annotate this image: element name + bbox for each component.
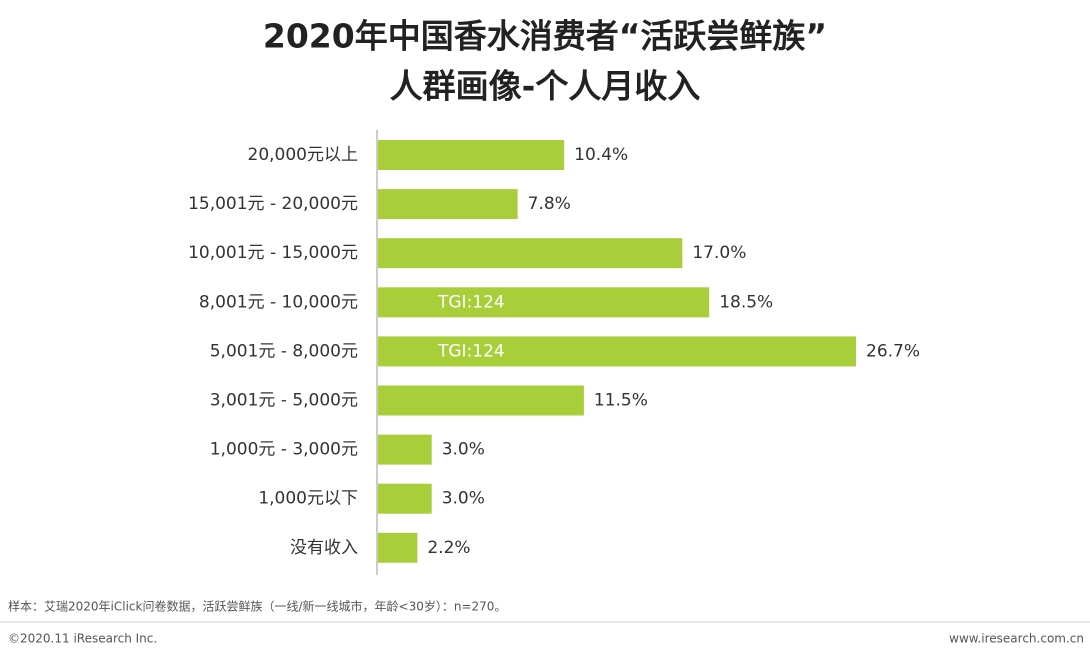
copyright: ©2020.11 iResearch Inc. (8, 632, 157, 646)
chart-title: 人群画像-个人月收入 (390, 67, 701, 106)
value-label: 11.5% (594, 391, 648, 411)
bar (378, 238, 683, 269)
value-label: 17.0% (692, 243, 746, 263)
y-tick-label: 3,001元 - 5,000元 (210, 391, 358, 411)
bar (378, 140, 565, 170)
y-tick-label: 5,001元 - 8,000元 (210, 341, 358, 361)
website: www.iresearch.com.cn (949, 632, 1084, 646)
value-label: 18.5% (719, 292, 773, 312)
value-label: 3.0% (442, 440, 485, 460)
bar (378, 434, 432, 465)
y-tick-label: 1,000元 - 3,000元 (210, 440, 358, 460)
y-tick-label: 10,001元 - 15,000元 (188, 243, 358, 263)
y-tick-label: 20,000元以上 (248, 145, 358, 165)
source-note: 样本：艾瑞2020年iClick问卷数据，活跃尝鲜族（一线/新一线城市，年龄<3… (8, 599, 506, 614)
bar-annotation: TGI:124 (437, 341, 505, 361)
bar (378, 532, 418, 563)
value-label: 10.4% (574, 145, 628, 165)
bar (378, 287, 710, 318)
bar (378, 189, 518, 220)
y-tick-label: 15,001元 - 20,000元 (188, 194, 358, 214)
y-tick-label: 没有收入 (290, 538, 358, 558)
bar (378, 483, 432, 514)
chart-title: 2020年中国香水消费者“活跃尝鲜族” (263, 17, 827, 56)
value-label: 26.7% (866, 341, 920, 361)
value-label: 3.0% (442, 489, 485, 509)
value-label: 7.8% (528, 194, 571, 214)
bar (378, 336, 856, 367)
y-tick-label: 8,001元 - 10,000元 (199, 292, 358, 312)
y-tick-label: 1,000元以下 (258, 489, 358, 509)
value-label: 2.2% (427, 538, 470, 558)
bar-annotation: TGI:124 (437, 292, 505, 312)
bar (378, 385, 584, 416)
